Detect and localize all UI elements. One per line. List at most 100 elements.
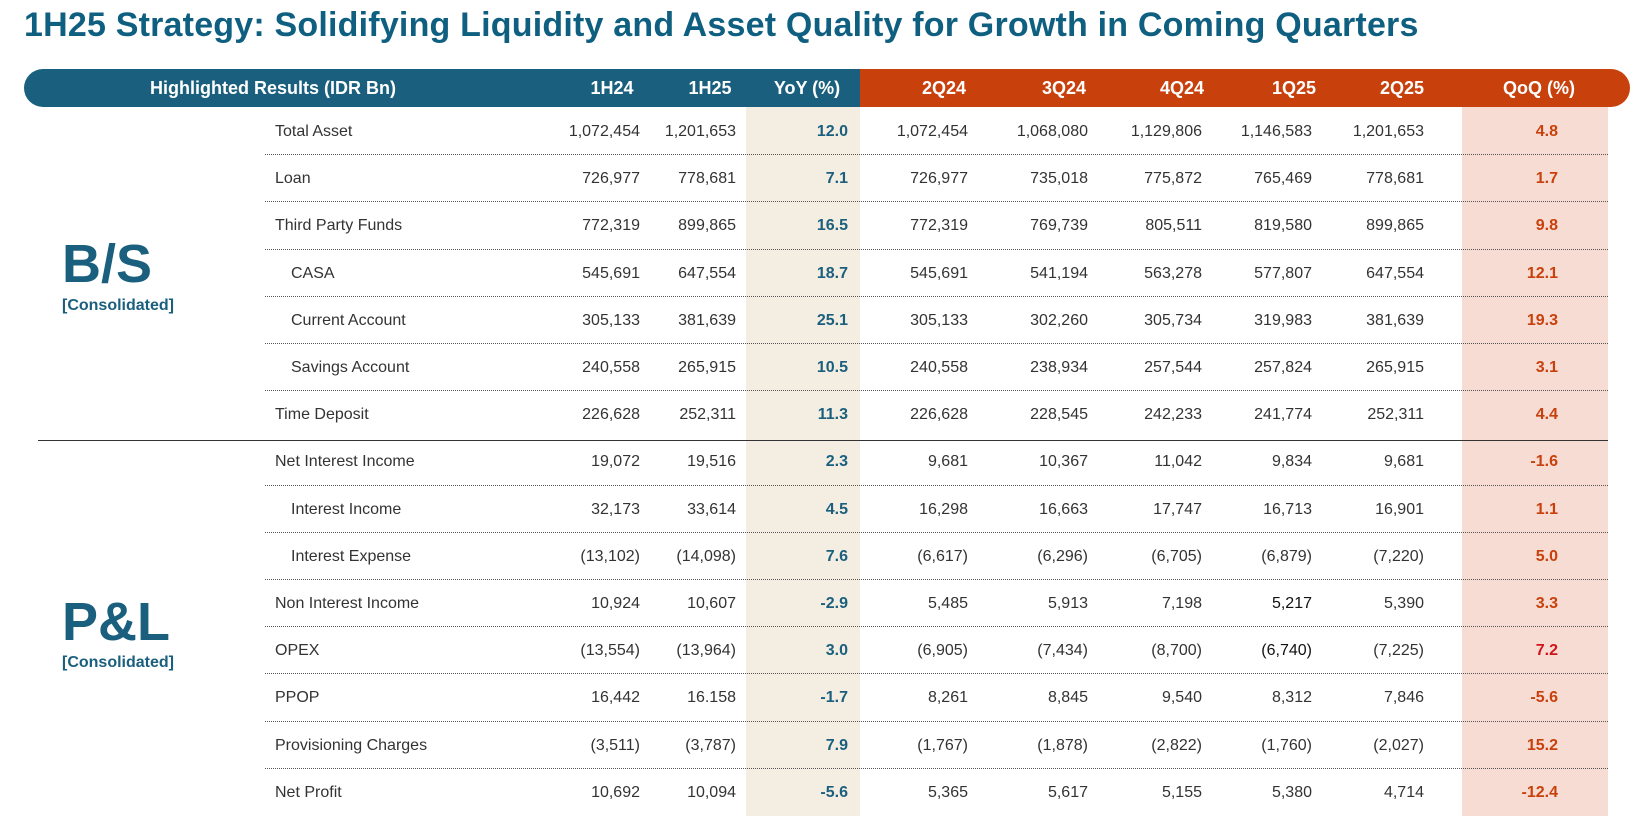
table-cell: 7.2 [1535, 642, 1558, 660]
table-cell: 11,042 [1154, 453, 1202, 471]
table-cell: 33,614 [687, 500, 736, 518]
row-label: Provisioning Charges [275, 736, 428, 754]
table-cell: 228,545 [1030, 406, 1088, 424]
row-separator [265, 579, 1608, 580]
table-cell: -5.6 [1530, 689, 1558, 707]
table-cell: 381,639 [678, 311, 736, 329]
table-cell: 3.1 [1535, 359, 1558, 376]
table-cell: 8,261 [927, 689, 968, 707]
table-cell: 775,872 [1144, 170, 1202, 188]
table-cell: 545,691 [910, 264, 968, 282]
row-separator [265, 295, 1608, 297]
row-separator [265, 767, 1608, 769]
header-col-1q25: 1Q25 [1271, 78, 1317, 98]
table-cell: 257,544 [1144, 359, 1202, 376]
table-cell: (6,879) [1261, 547, 1312, 565]
yoy-column-shade [746, 107, 860, 816]
table-cell: 5,390 [1383, 595, 1424, 612]
table-cell: 4,714 [1383, 783, 1424, 801]
table-cell: 5,365 [927, 783, 968, 801]
table-cell: (6,617) [917, 547, 968, 565]
table-cell: 5,155 [1161, 783, 1202, 801]
table-cell: 16,663 [1039, 500, 1088, 518]
table-cell: 18.7 [816, 264, 848, 282]
table-cell: 1,201,653 [664, 123, 736, 140]
table-cell: (1,760) [1261, 736, 1312, 754]
table-cell: 252,311 [679, 406, 736, 424]
table-cell: 305,133 [582, 311, 640, 329]
table-cell: 10,367 [1039, 453, 1088, 471]
table-cell: 381,639 [1366, 311, 1424, 329]
page-title: 1H25 Strategy: Solidifying Liquidity and… [24, 6, 1419, 44]
row-separator [265, 248, 1608, 250]
row-separator [265, 343, 1608, 344]
table-cell: (6,296) [1037, 547, 1088, 565]
table-cell: 19,072 [591, 453, 640, 471]
table-cell: 8,845 [1047, 689, 1088, 707]
header-col-1h25: 1H25 [688, 78, 732, 98]
table-cell: 4.8 [1535, 123, 1558, 140]
table-cell: 805,511 [1145, 217, 1202, 235]
table-cell: 16.158 [687, 689, 736, 707]
table-cell: 577,807 [1254, 264, 1312, 282]
table-cell: 4.4 [1535, 406, 1558, 424]
table-cell: 7,198 [1161, 595, 1202, 612]
table-cell: (6,705) [1151, 547, 1202, 565]
table-cell: 7,846 [1383, 689, 1424, 707]
table-cell: 769,739 [1030, 217, 1088, 235]
table-cell: -12.4 [1521, 783, 1558, 801]
table-cell: (6,740) [1261, 642, 1312, 660]
table-cell: 772,319 [582, 217, 640, 235]
table-cell: 238,934 [1030, 359, 1088, 376]
table-cell: 778,681 [1366, 170, 1424, 188]
table-cell: 772,319 [910, 217, 968, 235]
row-label: Loan [275, 170, 311, 188]
table-cell: (8,700) [1151, 642, 1202, 660]
table-cell: 735,018 [1030, 170, 1088, 188]
header-blue-band [24, 69, 860, 107]
table-cell: 241,774 [1254, 406, 1312, 424]
row-label: Savings Account [291, 359, 410, 376]
header-label: Highlighted Results (IDR Bn) [150, 78, 396, 98]
row-label: OPEX [275, 642, 320, 660]
table-cell: 1.7 [1535, 170, 1558, 188]
table-cell: 3.3 [1535, 595, 1558, 612]
table-cell: 10,094 [687, 783, 736, 801]
table-cell: (13,102) [580, 547, 640, 565]
table-cell: 9.8 [1535, 217, 1558, 235]
table-cell: 1,129,806 [1130, 123, 1202, 140]
row-label: Net Interest Income [275, 453, 415, 471]
table-cell: 726,977 [910, 170, 968, 188]
row-label: Net Profit [275, 783, 342, 801]
table-cell: 302,260 [1030, 311, 1088, 329]
table-cell: 1,072,454 [568, 123, 640, 140]
table-cell: (14,098) [676, 547, 736, 565]
table-cell: 240,558 [910, 359, 968, 376]
row-separator [265, 484, 1608, 486]
table-cell: 16.5 [816, 217, 848, 235]
row-separator [265, 390, 1608, 392]
table-cell: 319,983 [1254, 311, 1312, 329]
header-col-qoq: QoQ (%) [1503, 78, 1575, 98]
table-cell: 5.0 [1535, 547, 1558, 565]
header-orange-band [860, 69, 1630, 107]
table-cell: (1,767) [917, 736, 968, 754]
table-cell: (1,878) [1037, 736, 1088, 754]
table-cell: 16,298 [919, 500, 968, 518]
table-cell: -1.7 [820, 689, 848, 707]
table-cell: (13,554) [580, 642, 640, 660]
row-label: Non Interest Income [275, 595, 420, 612]
header-col-1h24: 1H24 [590, 78, 634, 98]
table-cell: 5,913 [1047, 595, 1088, 612]
table-cell: (7,434) [1037, 642, 1088, 660]
table-cell: 8,312 [1271, 689, 1312, 707]
table-cell: 226,628 [910, 406, 968, 424]
row-label: Current Account [291, 311, 406, 329]
table-cell: 16,713 [1263, 500, 1312, 518]
row-separator [265, 626, 1608, 628]
table-cell: 4.5 [825, 500, 848, 518]
row-label: Interest Income [291, 500, 402, 518]
table-cell: 5,617 [1047, 783, 1088, 801]
table-cell: 10.5 [816, 359, 848, 376]
qoq-column-shade [1462, 107, 1608, 816]
